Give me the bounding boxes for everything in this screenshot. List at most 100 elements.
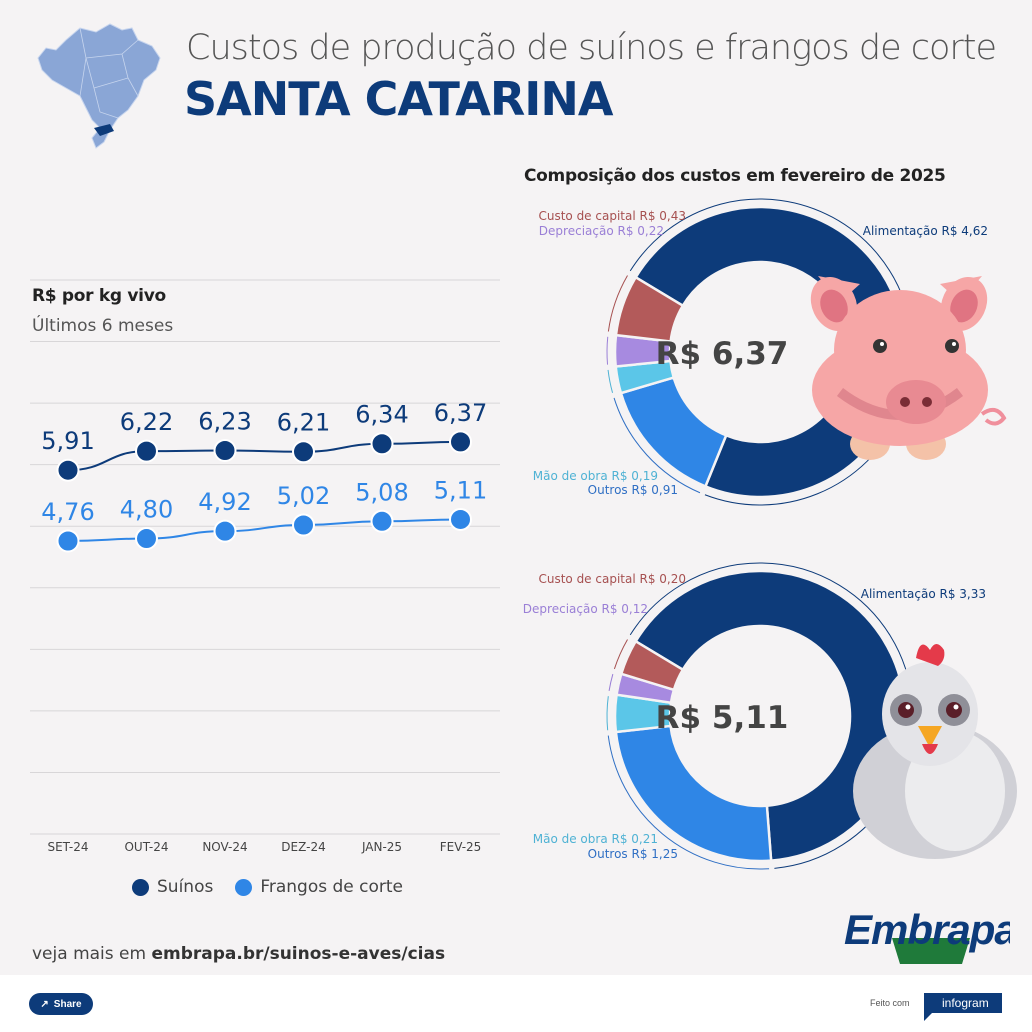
legend-item-frangos[interactable]: Frangos de corte	[235, 877, 403, 897]
donut2-leader-alimentacao	[629, 562, 914, 869]
share-button[interactable]: ↗ Share	[29, 993, 93, 1015]
donut1-slice-custo_capital	[614, 275, 685, 343]
data-point	[449, 507, 472, 531]
data-point	[370, 432, 394, 456]
donut2-slice-custo_capital	[619, 639, 685, 692]
x-tick-label: FEV-25	[440, 840, 482, 854]
chicken-eye-shine	[905, 704, 911, 710]
chicken-icon	[853, 644, 1017, 859]
donut1-label-depreciacao: Depreciação R$ 0,22	[539, 224, 664, 238]
chicken-head	[882, 662, 978, 766]
pig-head	[834, 290, 966, 410]
donut1-leader-outros	[613, 397, 701, 494]
page-title: Custos de produção de suínos e frangos d…	[186, 28, 997, 68]
donut2-label-outros: Outros R$ 1,25	[588, 847, 678, 861]
page-subtitle: SANTA CATARINA	[184, 72, 613, 126]
donut1-hole	[671, 263, 849, 441]
embrapa-logo-text: Embrapa	[844, 906, 1010, 953]
embrapa-logo: Embrapa	[844, 906, 1010, 964]
data-point	[135, 439, 158, 463]
data-label: 5,91	[41, 427, 94, 455]
source-prefix: veja mais em	[32, 944, 152, 964]
chicken-comb	[916, 644, 945, 666]
source-text: veja mais em embrapa.br/suinos-e-aves/ci…	[32, 944, 445, 964]
data-label: 6,37	[434, 399, 487, 427]
composition-title: Composição dos custos em fevereiro de 20…	[524, 166, 946, 186]
x-tick-label: SET-24	[47, 840, 88, 854]
data-point	[135, 527, 158, 551]
pig-eye-shine	[880, 342, 884, 346]
legend-label-frangos: Frangos de corte	[260, 877, 404, 897]
chicken-wattle	[922, 744, 938, 754]
share-label: Share	[53, 998, 82, 1010]
x-tick-label: OUT-24	[124, 840, 168, 854]
donut2-leader-mao_obra	[606, 696, 609, 731]
donut2-center-label: R$ 5,11	[656, 700, 789, 736]
data-label: 4,80	[120, 496, 173, 524]
share-icon: ↗	[40, 998, 49, 1010]
charts-canvas: SET-24 OUT-24 NOV-24 DEZ-24 JAN-25 FEV-25 5,91…	[30, 198, 1017, 870]
donut2-leader-depreciacao	[608, 673, 614, 691]
donut2-label-depreciacao: Depreciação R$ 0,12	[523, 602, 648, 616]
donut2-slice-outros	[614, 724, 773, 863]
data-point	[370, 509, 394, 533]
data-label: 4,76	[41, 498, 94, 526]
data-label: 6,34	[355, 401, 408, 429]
donut2-label-mao_obra: Mão de obra R$ 0,21	[533, 832, 658, 846]
donut2-hole	[671, 627, 849, 805]
footer: ↗ Share Feito com infogram	[0, 975, 1032, 1032]
chicken-eye	[898, 702, 914, 718]
pig-ear-inner	[950, 289, 978, 323]
pig-eye	[873, 339, 887, 353]
line-chart-legend: Suínos Frangos de corte	[132, 877, 403, 897]
x-tick-label: DEZ-24	[281, 840, 325, 854]
data-label: 5,11	[434, 476, 487, 504]
made-with-text: Feito com	[870, 998, 910, 1008]
data-label: 5,02	[277, 482, 330, 510]
pig-eye-shine	[952, 342, 956, 346]
data-label: 4,92	[198, 488, 251, 516]
data-point	[213, 439, 237, 463]
donut2-label-custo_capital: Custo de capital R$ 0,20	[538, 572, 686, 586]
donut2-label-alimentacao: Alimentação R$ 3,33	[861, 587, 986, 601]
chicken-beak	[918, 726, 942, 748]
pig-icon	[810, 276, 1007, 460]
donut1-leader-custo_capital	[607, 275, 628, 332]
data-point	[292, 440, 315, 464]
data-point	[56, 458, 80, 482]
donut1-center-label: R$ 6,37	[656, 336, 789, 372]
data-point	[449, 430, 472, 454]
series-line-0	[67, 440, 461, 472]
donut1-label-outros: Outros R$ 0,91	[588, 483, 678, 497]
pig-nostril	[922, 397, 932, 407]
donut1-label-mao_obra: Mão de obra R$ 0,19	[533, 469, 658, 483]
data-point	[56, 529, 80, 553]
pig-nostril	[900, 397, 910, 407]
legend-label-suinos: Suínos	[157, 877, 214, 897]
donut2-slice-alimentacao	[633, 569, 907, 862]
donut1-label-alimentacao: Alimentação R$ 4,62	[863, 224, 988, 238]
pig-snout	[886, 380, 946, 424]
infogram-logo[interactable]: infogram	[918, 991, 1004, 1021]
x-tick-label: JAN-25	[361, 840, 402, 854]
data-label: 5,08	[355, 478, 408, 506]
data-point	[213, 519, 237, 543]
line-chart-title: R$ por kg vivo	[32, 286, 166, 306]
legend-item-suinos[interactable]: Suínos	[132, 877, 213, 897]
pig-eye	[945, 339, 959, 353]
pig-ear-inner	[820, 289, 848, 323]
data-label: 6,23	[198, 408, 251, 436]
donut1-leader-mao_obra	[607, 369, 614, 393]
pig-tail	[980, 407, 1007, 426]
data-label: 6,22	[120, 408, 173, 436]
donut2-leader-outros	[607, 735, 770, 870]
donut1-leader-depreciacao	[606, 336, 609, 365]
x-tick-label: NOV-24	[202, 840, 247, 854]
chicken-eye-shine	[953, 704, 959, 710]
data-label: 6,21	[277, 409, 330, 437]
line-chart-subtitle: Últimos 6 meses	[32, 316, 174, 336]
donut2-leader-custo_capital	[613, 639, 628, 670]
donut1-label-custo_capital: Custo de capital R$ 0,43	[538, 209, 686, 223]
source-link[interactable]: embrapa.br/suinos-e-aves/cias	[151, 944, 446, 964]
legend-dot-frangos	[235, 878, 253, 896]
